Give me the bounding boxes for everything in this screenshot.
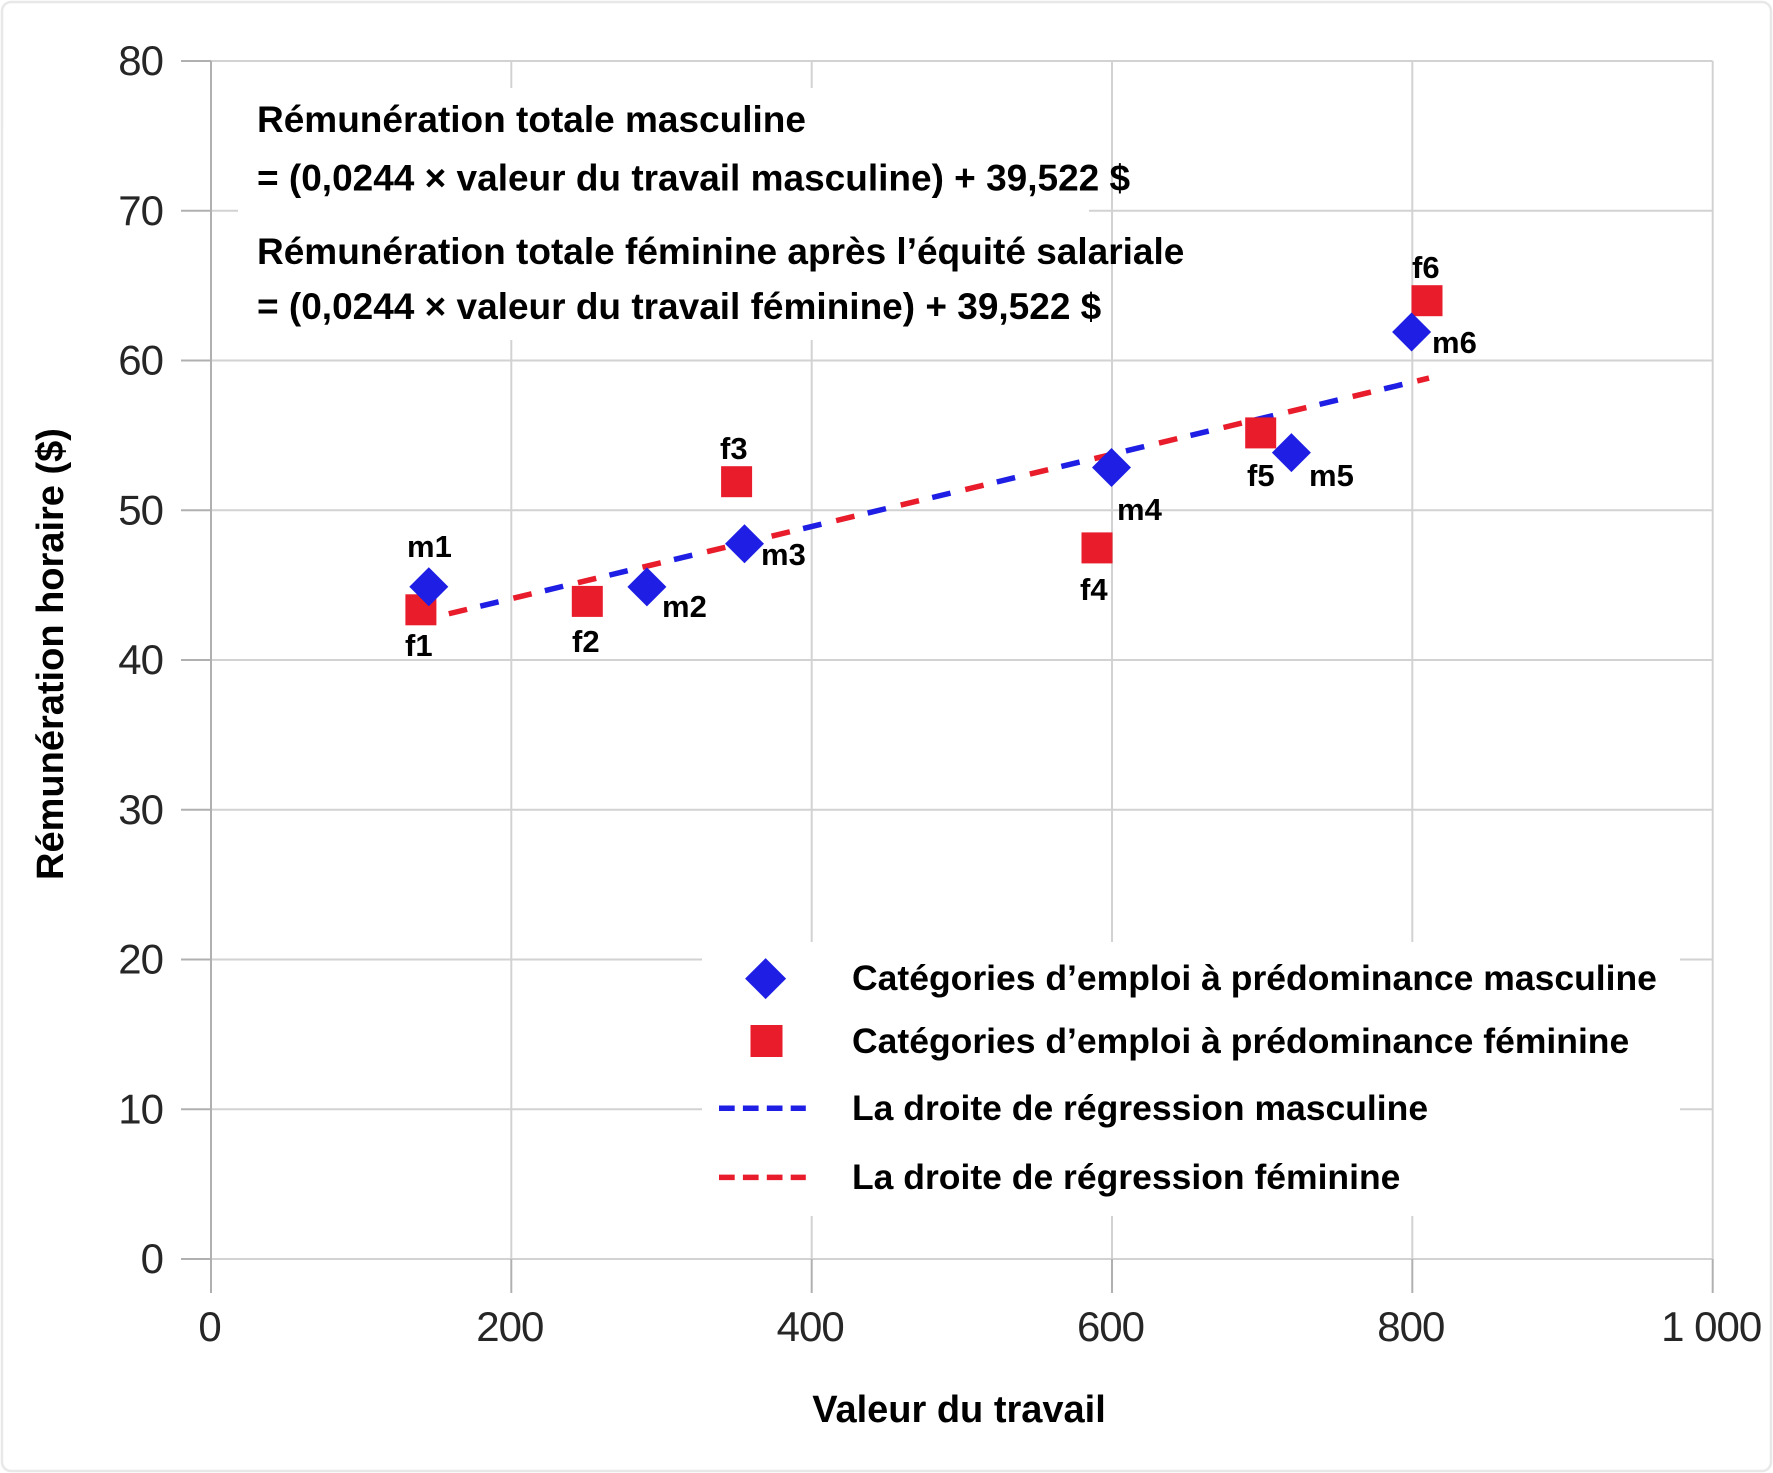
svg-text:20: 20 bbox=[118, 936, 163, 983]
svg-text:200: 200 bbox=[476, 1303, 543, 1350]
svg-text:= (0,0244 × valeur du travail: = (0,0244 × valeur du travail masculine)… bbox=[257, 158, 1131, 199]
svg-text:50: 50 bbox=[118, 486, 163, 533]
svg-text:0: 0 bbox=[198, 1303, 220, 1350]
svg-text:f4: f4 bbox=[1080, 572, 1108, 607]
svg-text:m1: m1 bbox=[407, 529, 452, 564]
svg-text:70: 70 bbox=[118, 187, 163, 234]
svg-text:Rémunération totale féminine a: Rémunération totale féminine après l’équ… bbox=[257, 231, 1184, 272]
svg-text:La droite de régression fémini: La droite de régression féminine bbox=[852, 1157, 1400, 1197]
svg-text:f5: f5 bbox=[1247, 458, 1275, 493]
svg-text:f2: f2 bbox=[572, 624, 600, 659]
svg-text:40: 40 bbox=[118, 636, 163, 683]
svg-text:m2: m2 bbox=[662, 589, 707, 624]
svg-text:= (0,0244 × valeur du travail: = (0,0244 × valeur du travail féminine) … bbox=[257, 286, 1102, 327]
svg-text:m5: m5 bbox=[1309, 458, 1354, 493]
svg-text:600: 600 bbox=[1077, 1303, 1144, 1350]
svg-text:30: 30 bbox=[118, 786, 163, 833]
svg-text:0: 0 bbox=[141, 1235, 163, 1282]
svg-text:400: 400 bbox=[777, 1303, 844, 1350]
svg-text:800: 800 bbox=[1377, 1303, 1444, 1350]
svg-text:La droite de régression mascul: La droite de régression masculine bbox=[852, 1088, 1428, 1128]
svg-text:Catégories d’emploi à prédomin: Catégories d’emploi à prédominance fémin… bbox=[852, 1021, 1629, 1061]
svg-text:m6: m6 bbox=[1432, 325, 1477, 360]
svg-text:60: 60 bbox=[118, 337, 163, 384]
svg-text:m3: m3 bbox=[761, 537, 806, 572]
svg-text:10: 10 bbox=[118, 1085, 163, 1132]
svg-text:Rémunération horaire ($): Rémunération horaire ($) bbox=[30, 428, 72, 880]
svg-text:Valeur du travail: Valeur du travail bbox=[812, 1389, 1106, 1431]
svg-text:80: 80 bbox=[118, 37, 163, 84]
svg-text:Rémunération totale masculine: Rémunération totale masculine bbox=[257, 99, 806, 140]
svg-text:Catégories d’emploi à prédomin: Catégories d’emploi à prédominance mascu… bbox=[852, 958, 1657, 998]
svg-text:f6: f6 bbox=[1412, 250, 1440, 285]
svg-text:m4: m4 bbox=[1117, 492, 1163, 527]
svg-text:f3: f3 bbox=[720, 431, 748, 466]
svg-text:1 000: 1 000 bbox=[1661, 1303, 1761, 1350]
svg-text:f1: f1 bbox=[405, 628, 433, 663]
